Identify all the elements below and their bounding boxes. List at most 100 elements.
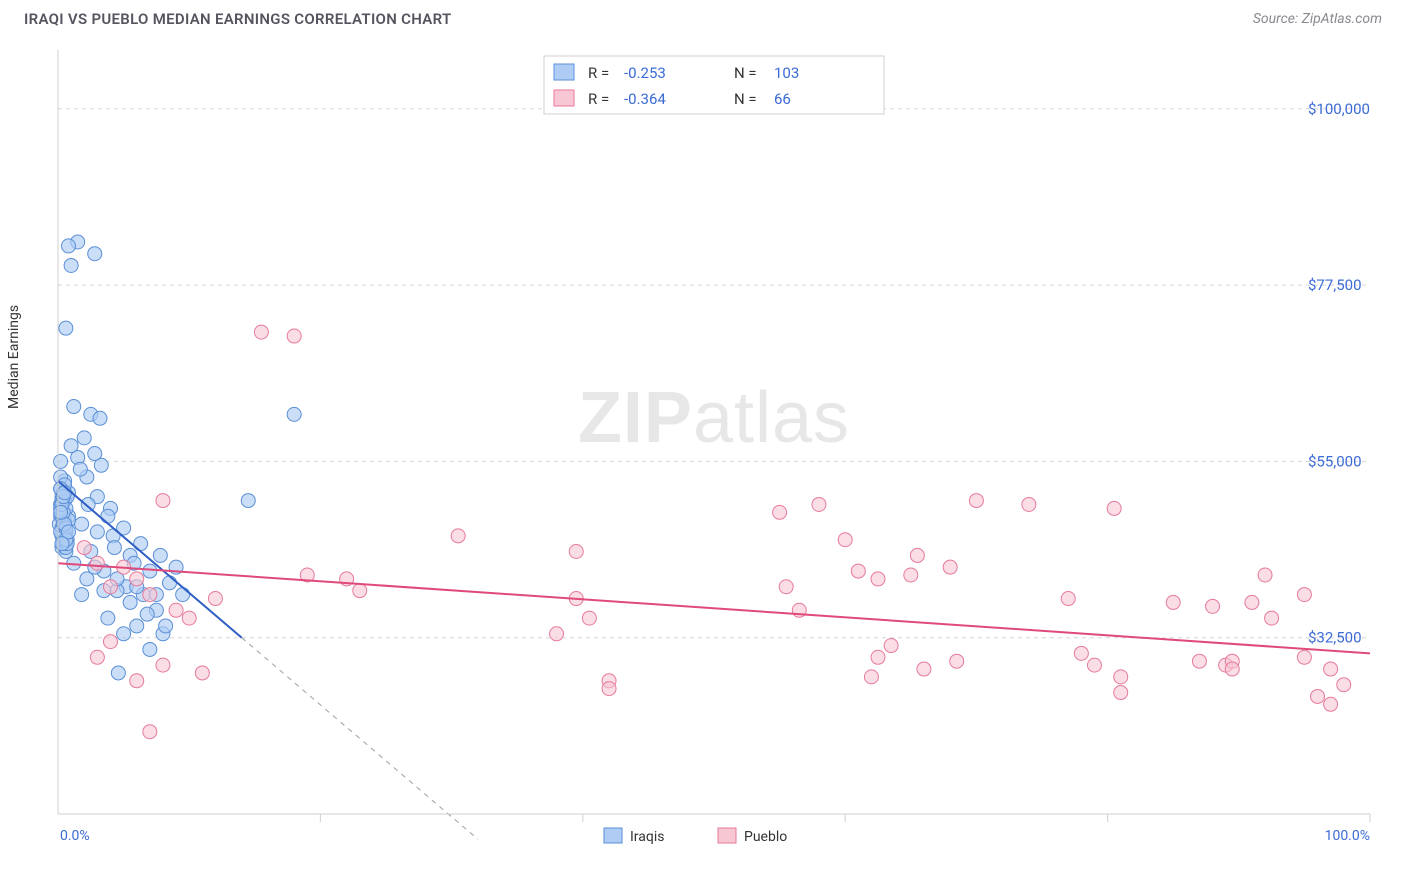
data-point — [904, 568, 918, 582]
data-point — [950, 654, 964, 668]
x-min-label: 0.0% — [60, 828, 90, 844]
data-point — [1074, 646, 1088, 660]
data-point — [195, 666, 209, 680]
data-point — [1107, 501, 1121, 515]
data-point — [1114, 686, 1128, 700]
data-point — [117, 627, 131, 641]
data-point — [838, 533, 852, 547]
data-point — [73, 462, 87, 476]
legend-n-value: 66 — [774, 90, 791, 108]
legend-r-value: -0.364 — [624, 90, 666, 108]
data-point — [1324, 697, 1338, 711]
y-tick-label: $77,500 — [1308, 276, 1362, 294]
data-point — [107, 541, 121, 555]
data-point — [103, 635, 117, 649]
legend-swatch — [554, 64, 574, 80]
legend-swatch — [554, 90, 574, 106]
data-point — [130, 572, 144, 586]
data-point — [917, 662, 931, 676]
data-point — [77, 431, 91, 445]
legend-n-label: N = — [734, 64, 757, 82]
data-point — [773, 505, 787, 519]
data-point — [1166, 595, 1180, 609]
data-point — [864, 670, 878, 684]
data-point — [59, 321, 73, 335]
data-point — [64, 258, 78, 272]
data-point — [851, 564, 865, 578]
data-point — [569, 544, 583, 558]
data-point — [75, 588, 89, 602]
legend-swatch — [718, 828, 736, 843]
chart-header: IRAQI VS PUEBLO MEDIAN EARNINGS CORRELAT… — [0, 0, 1406, 34]
data-point — [1206, 599, 1220, 613]
scatter-chart: $32,500 $55,000 $77,500 $100,000 ZIPatlas 0.0… — [18, 42, 1388, 862]
data-point — [1192, 654, 1206, 668]
data-point — [1114, 670, 1128, 684]
data-point — [130, 619, 144, 633]
data-point — [153, 548, 167, 562]
data-point — [943, 560, 957, 574]
data-point — [88, 447, 102, 461]
legend-r-value: -0.253 — [624, 64, 666, 82]
data-point — [353, 584, 367, 598]
data-point — [101, 611, 115, 625]
data-point — [143, 564, 157, 578]
chart-container: Median Earnings $32,500$55,000$77,500$10… — [18, 42, 1388, 864]
data-point — [55, 537, 69, 551]
data-point — [1087, 658, 1101, 672]
data-point — [1324, 662, 1338, 676]
data-point — [103, 580, 117, 594]
data-point — [871, 650, 885, 664]
data-point — [1022, 497, 1036, 511]
data-point — [451, 529, 465, 543]
legend-swatch — [604, 828, 622, 843]
data-point — [101, 509, 115, 523]
data-point — [123, 595, 137, 609]
data-point — [143, 642, 157, 656]
data-point — [1311, 689, 1325, 703]
data-point — [93, 411, 107, 425]
y-tick-label: $100,000 — [1308, 100, 1370, 118]
data-point — [61, 239, 75, 253]
data-point — [208, 592, 222, 606]
data-point — [1265, 611, 1279, 625]
data-point — [812, 497, 826, 511]
data-point — [287, 329, 301, 343]
data-point — [1297, 588, 1311, 602]
data-point — [156, 494, 170, 508]
data-point — [140, 607, 154, 621]
data-point — [1225, 662, 1239, 676]
data-point — [176, 588, 190, 602]
data-point — [64, 439, 78, 453]
watermark: ZIPatlas — [578, 378, 850, 458]
data-point — [1337, 678, 1351, 692]
legend-r-label: R = — [588, 64, 609, 82]
y-tick-label: $32,500 — [1308, 629, 1362, 647]
chart-source: Source: ZipAtlas.com — [1253, 11, 1382, 27]
data-point — [90, 650, 104, 664]
data-point — [779, 580, 793, 594]
data-point — [81, 497, 95, 511]
chart-title: IRAQI VS PUEBLO MEDIAN EARNINGS CORRELAT… — [24, 10, 452, 28]
data-point — [582, 611, 596, 625]
data-point — [67, 400, 81, 414]
data-point — [182, 611, 196, 625]
data-point — [143, 725, 157, 739]
data-point — [159, 619, 173, 633]
data-point — [1061, 592, 1075, 606]
y-tick-label: $55,000 — [1308, 452, 1362, 470]
data-point — [241, 494, 255, 508]
data-point — [75, 517, 89, 531]
data-point — [287, 407, 301, 421]
data-point — [88, 247, 102, 261]
data-point — [54, 454, 68, 468]
data-point — [77, 541, 91, 555]
data-point — [90, 525, 104, 539]
data-point — [90, 556, 104, 570]
data-point — [602, 682, 616, 696]
data-point — [54, 505, 68, 519]
data-point — [550, 627, 564, 641]
data-point — [969, 494, 983, 508]
legend-n-value: 103 — [774, 64, 799, 82]
legend-label: Iraqis — [630, 829, 664, 845]
